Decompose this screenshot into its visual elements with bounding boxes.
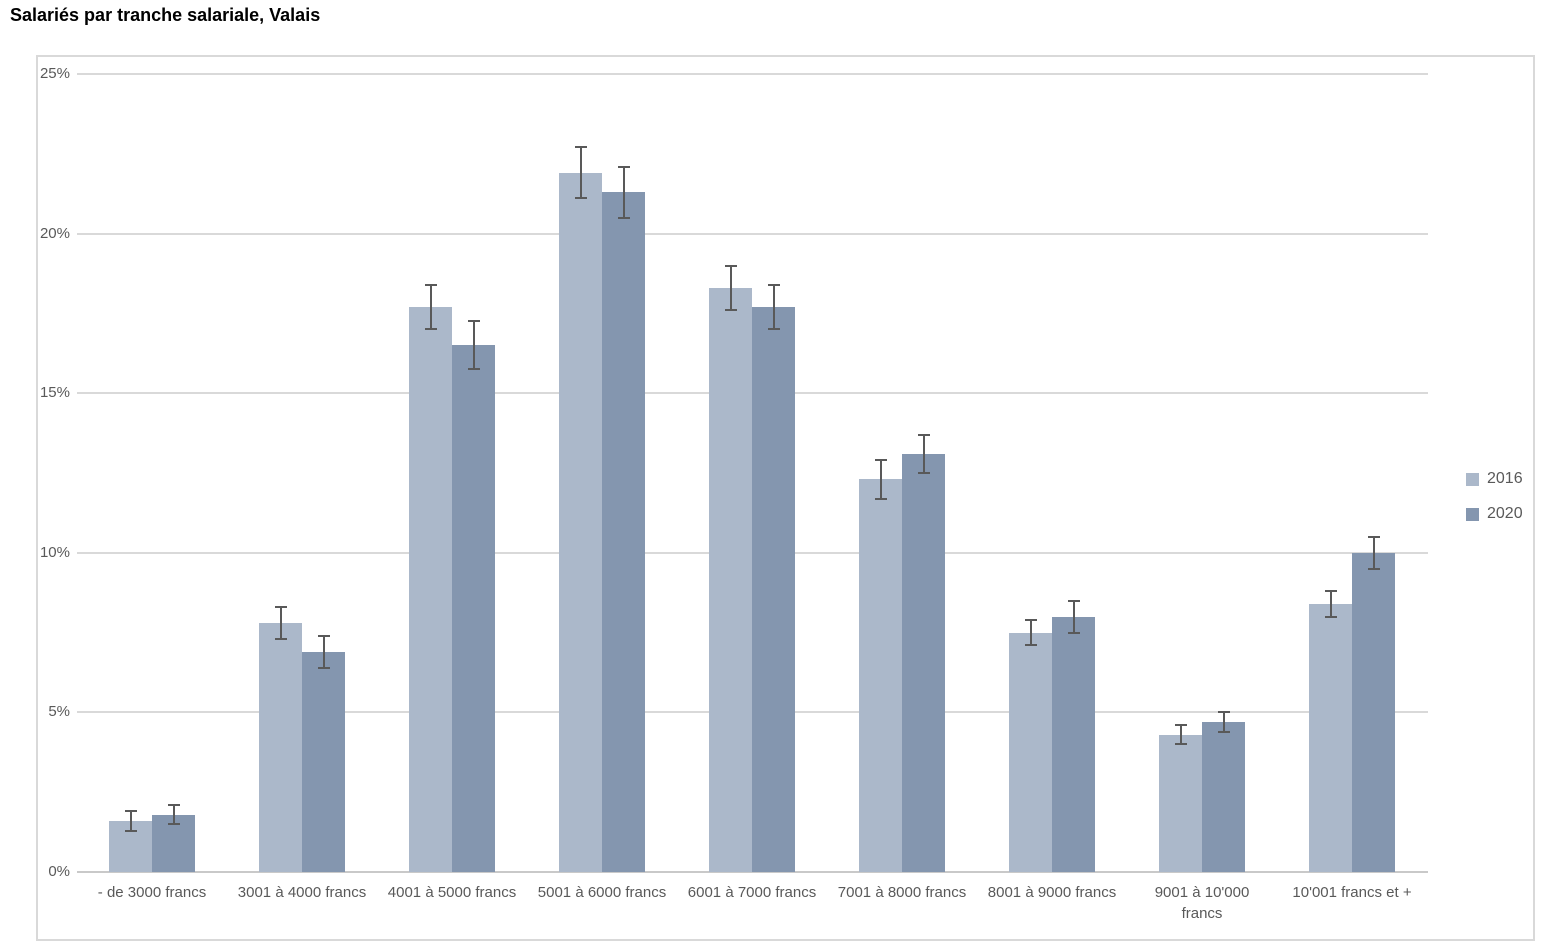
x-axis-category-label: 8001 à 9000 francs [987, 884, 1117, 901]
error-bar [129, 811, 132, 831]
error-bar [1072, 600, 1075, 633]
error-bar [1179, 725, 1182, 745]
error-bar-cap [1174, 743, 1187, 746]
error-bar-cap [274, 637, 287, 640]
error-bar-cap [724, 309, 737, 312]
x-axis-category-label: 5001 à 6000 francs [537, 884, 667, 901]
error-bar [579, 147, 582, 199]
legend-label: 2020 [1487, 505, 1523, 522]
gridline [77, 232, 1428, 235]
error-bar [172, 804, 175, 825]
y-axis-tick-label: 15% [39, 384, 70, 402]
error-bar-cap [167, 823, 180, 826]
bar-2020 [602, 192, 645, 872]
error-bar-cap [124, 810, 137, 813]
error-bar-cap [767, 328, 780, 331]
bar-2016 [709, 287, 752, 872]
bar-2020 [452, 345, 495, 872]
gridline [77, 73, 1428, 75]
error-bar-cap [317, 634, 330, 637]
bar-2016 [259, 623, 302, 872]
x-axis-line [77, 871, 1428, 873]
error-bar [472, 321, 475, 370]
error-bar-cap [1067, 599, 1080, 602]
bar-2016 [1309, 603, 1352, 872]
x-axis-category-label: - de 3000 francs [97, 884, 207, 901]
error-bar-cap [1024, 618, 1037, 621]
bar-2016 [1159, 734, 1202, 872]
error-bar-cap [917, 472, 930, 474]
x-axis-category-label: 4001 à 5000 francs [387, 884, 517, 901]
error-bar-cap [1367, 567, 1380, 570]
error-bar [879, 460, 882, 499]
legend-swatch-icon [1466, 507, 1479, 521]
bar-2016 [559, 172, 602, 872]
error-bar-cap [617, 165, 630, 168]
error-bar-cap [767, 283, 780, 286]
bar-2020 [1352, 552, 1395, 872]
error-bar-cap [724, 264, 737, 267]
error-bar [922, 434, 925, 473]
chart-area: 0% 5% 10% 15% 20% 25% - de 3000 francs 3001 à 4… [36, 55, 1535, 941]
x-axis-category-label: 10'001 francs et + [1292, 884, 1412, 901]
error-bar [772, 284, 775, 330]
y-axis-tick-label: 0% [48, 863, 70, 880]
bar-2020 [752, 307, 795, 872]
legend-item-2016: 2016 [1466, 470, 1523, 488]
error-bar [729, 265, 732, 311]
error-bar-cap [1174, 724, 1187, 727]
y-axis-tick-label: 20% [39, 224, 70, 242]
error-bar [622, 166, 625, 218]
error-bar-cap [574, 197, 587, 200]
error-bar-cap [917, 433, 930, 436]
error-bar [322, 635, 325, 668]
bar-2016 [1009, 632, 1052, 872]
chart-title: Salariés par tranche salariale, Valais [10, 5, 321, 25]
error-bar-cap [1024, 644, 1037, 647]
plot-area: 0% 5% 10% 15% 20% 25% - de 3000 francs 3001 à 4… [38, 57, 1533, 939]
error-bar [1222, 712, 1225, 732]
error-bar [1329, 591, 1332, 617]
y-axis-tick-label: 25% [39, 65, 70, 82]
bar-2020 [1052, 616, 1095, 872]
error-bar [279, 607, 282, 639]
error-bar-cap [1367, 535, 1380, 538]
error-bar-cap [467, 320, 480, 323]
error-bar-cap [1324, 590, 1337, 593]
y-axis-tick-label: 5% [48, 703, 70, 721]
error-bar-cap [874, 459, 887, 462]
error-bar-cap [574, 146, 587, 149]
bar-2020 [1202, 721, 1245, 872]
error-bar-cap [617, 216, 630, 219]
x-axis-category-label: 6001 à 7000 francs [687, 884, 817, 901]
legend-swatch-icon [1466, 472, 1479, 486]
error-bar [1372, 536, 1375, 569]
bar-2020 [302, 651, 345, 872]
error-bar-cap [124, 829, 137, 832]
error-bar-cap [1217, 711, 1230, 714]
error-bar-cap [424, 328, 437, 331]
error-bar-cap [467, 368, 480, 371]
x-axis-category-label: 9001 à 10'000 francs [1154, 884, 1250, 922]
error-bar-cap [1067, 631, 1080, 634]
error-bar-cap [274, 606, 287, 609]
error-bar [1029, 619, 1032, 646]
error-bar-cap [424, 283, 437, 286]
error-bar-cap [167, 803, 180, 806]
bar-2020 [902, 453, 945, 872]
error-bar-cap [317, 666, 330, 669]
legend-item-2020: 2020 [1466, 505, 1523, 523]
error-bar-cap [1324, 615, 1337, 618]
error-bar-cap [874, 497, 887, 500]
chart-legend: 2016 2020 [1466, 470, 1523, 540]
x-axis-category-label: 3001 à 4000 francs [237, 884, 367, 901]
legend-label: 2016 [1487, 470, 1523, 487]
y-axis-tick-label: 10% [39, 543, 70, 561]
bar-2016 [409, 307, 452, 872]
error-bar-cap [1217, 730, 1230, 733]
x-axis-category-label: 7001 à 8000 francs [837, 884, 967, 901]
bar-2016 [859, 479, 902, 872]
error-bar [429, 284, 432, 330]
